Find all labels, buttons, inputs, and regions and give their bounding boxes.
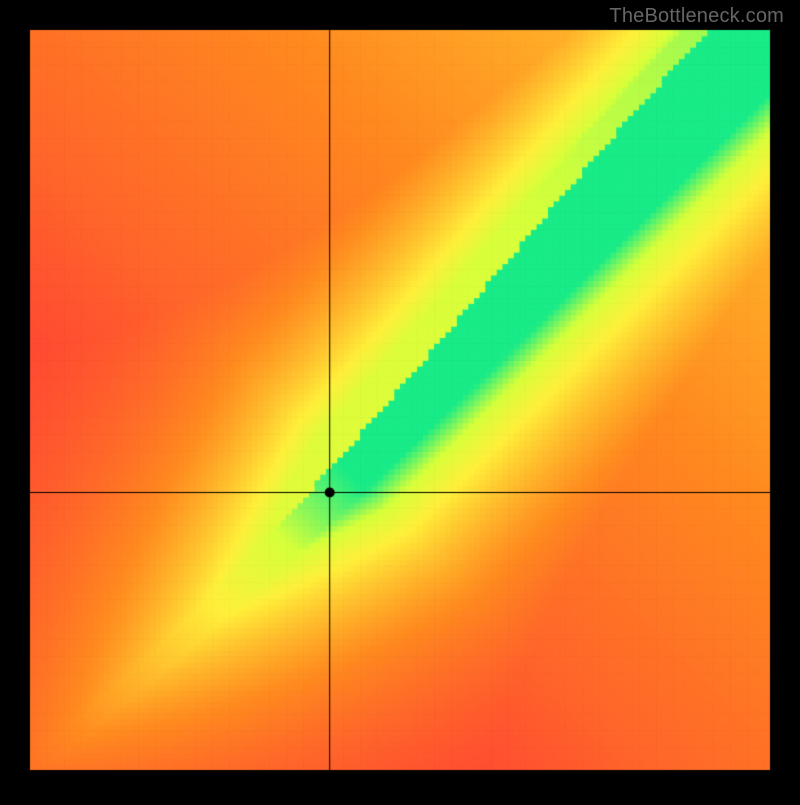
watermark-label: TheBottleneck.com <box>609 5 784 28</box>
bottleneck-heatmap <box>0 0 800 800</box>
chart-container: TheBottleneck.com <box>0 0 800 800</box>
